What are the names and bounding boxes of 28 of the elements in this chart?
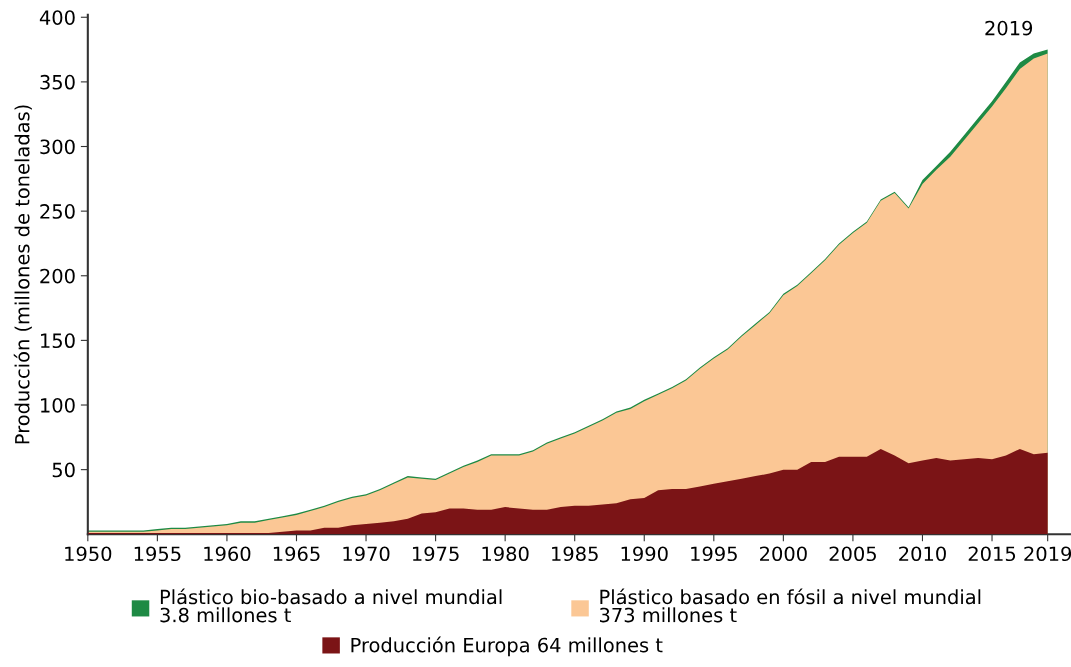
y-tick-label: 250	[40, 204, 75, 219]
x-tick-label: 1985	[552, 546, 598, 562]
y-tick-label: 350	[40, 74, 75, 90]
x-tick-label: 1950	[65, 546, 112, 562]
y-tick-label: 100	[41, 397, 75, 413]
x-tick-label: 2010	[899, 546, 946, 562]
y-tick-label: 400	[39, 10, 75, 25]
legend-label: Plástico basado en fósil a nivel mundial 373 millones t	[600, 588, 981, 623]
y-tick-label: 150	[41, 333, 75, 349]
legend-label: Producción Europa 64 millones t	[351, 636, 663, 657]
x-tick-label: 1970	[343, 546, 390, 562]
x-tick-label: 2005	[829, 546, 876, 562]
x-tick-label: 1980	[482, 546, 529, 562]
x-tick-label: 2019	[1024, 546, 1071, 562]
x-tick-label: 2015	[968, 546, 1016, 562]
annotation: 2019	[985, 20, 1033, 36]
y-tick-label: 200	[40, 268, 75, 284]
x-tick-label: 1955	[134, 546, 181, 562]
x-tick-label: 1965	[273, 546, 320, 562]
y-tick-label: 50	[52, 462, 75, 478]
x-tick-label: 1960	[204, 546, 251, 562]
legend-label: Plástico bio-basado a nivel mundial 3.8 millones t	[160, 588, 502, 623]
x-tick-label: 1975	[412, 546, 459, 562]
x-tick-label: 1995	[691, 546, 737, 562]
x-tick-label: 1990	[621, 546, 668, 562]
y-tick-label: 300	[40, 139, 75, 155]
y-axis-title: Producción (millones de toneladas)	[13, 105, 32, 444]
x-tick-label: 2000	[760, 546, 807, 562]
